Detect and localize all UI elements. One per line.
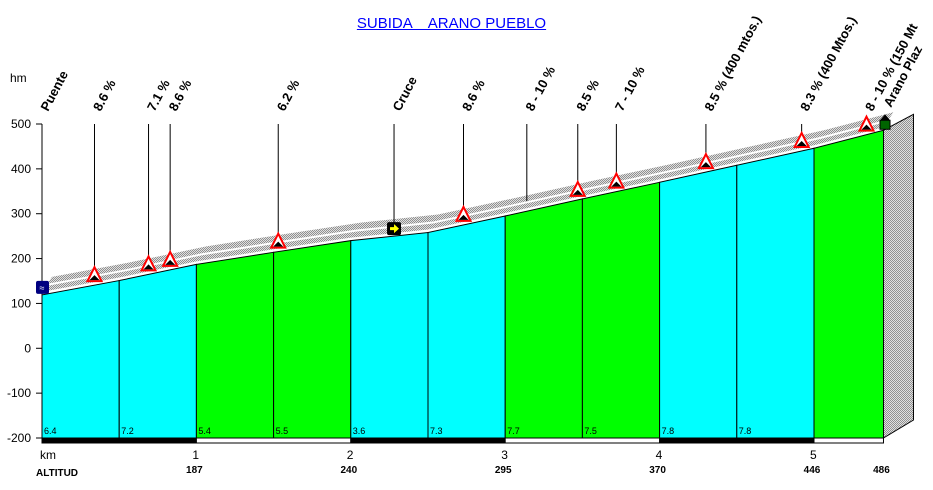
chart-title[interactable]: SUBIDA ARANO PUEBLO xyxy=(356,15,547,32)
climb-warning-icon xyxy=(697,151,715,170)
climb-warning-icon xyxy=(454,204,473,222)
segment-grade-label: 6.4 xyxy=(44,426,57,436)
climb-warning-inner xyxy=(273,241,284,247)
climb-warning-icon xyxy=(139,254,158,272)
altitude-value: 187 xyxy=(186,465,203,476)
profile-side-face xyxy=(882,113,914,439)
segment-grade-label: 7.5 xyxy=(584,426,597,436)
annotation-label: 8.6 % xyxy=(459,77,488,114)
segment-grade-label: 7.2 xyxy=(121,426,134,436)
x-tick-label: 2 xyxy=(347,448,354,462)
climb-warning-icon xyxy=(857,114,876,132)
x-tick-label: 4 xyxy=(656,448,663,462)
y-tick-label: 200 xyxy=(11,252,31,266)
profile-segment xyxy=(195,251,275,439)
annotation-label: 8.3 % (400 Mtos.) xyxy=(797,14,859,114)
arrow-glyph xyxy=(390,224,400,234)
segment-grade-label: 7.3 xyxy=(430,426,443,436)
climb-warning-inner xyxy=(89,275,100,281)
y-tick-label: 300 xyxy=(11,207,31,221)
km-bar-segment xyxy=(41,437,197,444)
road-center-line xyxy=(46,119,889,286)
climb-warning-inner xyxy=(143,264,154,270)
y-tick-label: 0 xyxy=(24,341,31,355)
annotation-label: 7 - 10 % xyxy=(612,63,648,113)
annotation-label: 8.6 % xyxy=(166,77,195,114)
climb-warning-inner xyxy=(611,181,622,187)
profile-segment xyxy=(504,198,583,439)
altitude-value: 486 xyxy=(873,465,890,476)
segment-grade-label: 5.5 xyxy=(276,426,289,436)
climb-warning-inner xyxy=(572,189,583,195)
km-bar-segment xyxy=(813,437,884,444)
y-tick-label: -200 xyxy=(7,431,31,445)
profile-segment xyxy=(581,181,661,439)
climb-warning-icon xyxy=(85,264,104,283)
annotation-label: 8.5 % (400 mtos.) xyxy=(701,13,764,113)
x-tick-label: 1 xyxy=(192,448,199,462)
x-tick-label: 3 xyxy=(501,448,508,462)
finish-flag-top xyxy=(880,114,891,121)
segment-grade-label: 7.7 xyxy=(507,426,520,436)
altitude-row-label: ALTITUD xyxy=(36,468,78,479)
y-tick-label: 400 xyxy=(11,162,31,176)
segment-grade-label: 7.8 xyxy=(662,426,675,436)
y-tick-label: -100 xyxy=(7,386,31,400)
finish-flag-icon xyxy=(879,119,891,130)
km-bar-segment xyxy=(195,437,352,444)
annotation-label: 6.2 % xyxy=(274,77,303,114)
climb-warning-icon xyxy=(161,249,179,267)
annotation-label: 8 - 10 % xyxy=(522,63,558,113)
profile-segment xyxy=(350,231,429,439)
altitude-value: 240 xyxy=(340,465,357,476)
water-bridge-glyph: ≈ xyxy=(40,283,45,293)
segment-grade-label: 5.4 xyxy=(198,426,211,436)
annotation-label: 8.5 % xyxy=(573,77,602,114)
profile-segment xyxy=(736,147,815,439)
climb-warning-inner xyxy=(861,124,872,130)
profile-segment xyxy=(427,215,506,439)
annotation-label: Puente xyxy=(37,68,71,113)
climb-warning-icon xyxy=(269,231,287,249)
y-tick-label: 500 xyxy=(11,117,31,131)
profile-segment xyxy=(273,240,352,439)
y-axis-label: hm xyxy=(10,71,27,85)
altitude-value: 295 xyxy=(495,465,512,476)
annotation-label: 8.6 % xyxy=(90,77,119,114)
km-bar-segment xyxy=(350,437,506,444)
climb-warning-inner xyxy=(700,162,711,168)
profile-segment xyxy=(118,263,197,439)
km-bar-segment xyxy=(659,437,815,444)
altitude-value: 370 xyxy=(649,465,666,476)
km-bar-segment xyxy=(504,437,661,444)
segment-grade-label: 7.8 xyxy=(739,426,752,436)
climb-warning-inner xyxy=(165,259,176,265)
profile-segment xyxy=(659,164,738,439)
y-tick-label: 100 xyxy=(11,296,31,310)
segment-grade-label: 3.6 xyxy=(353,426,366,436)
climb-warning-icon xyxy=(607,171,625,189)
water-bridge-icon xyxy=(36,280,49,294)
climb-warning-inner xyxy=(796,140,807,146)
profile-segment xyxy=(813,129,884,439)
climb-warning-icon xyxy=(793,130,811,148)
x-axis-label: km xyxy=(40,448,56,462)
profile-segment xyxy=(41,279,120,439)
climb-warning-inner xyxy=(458,214,469,220)
climb-warning-icon xyxy=(569,179,587,197)
x-tick-label: 5 xyxy=(810,448,817,462)
annotation-label: Cruce xyxy=(389,74,420,114)
altitude-value: 446 xyxy=(804,465,821,476)
